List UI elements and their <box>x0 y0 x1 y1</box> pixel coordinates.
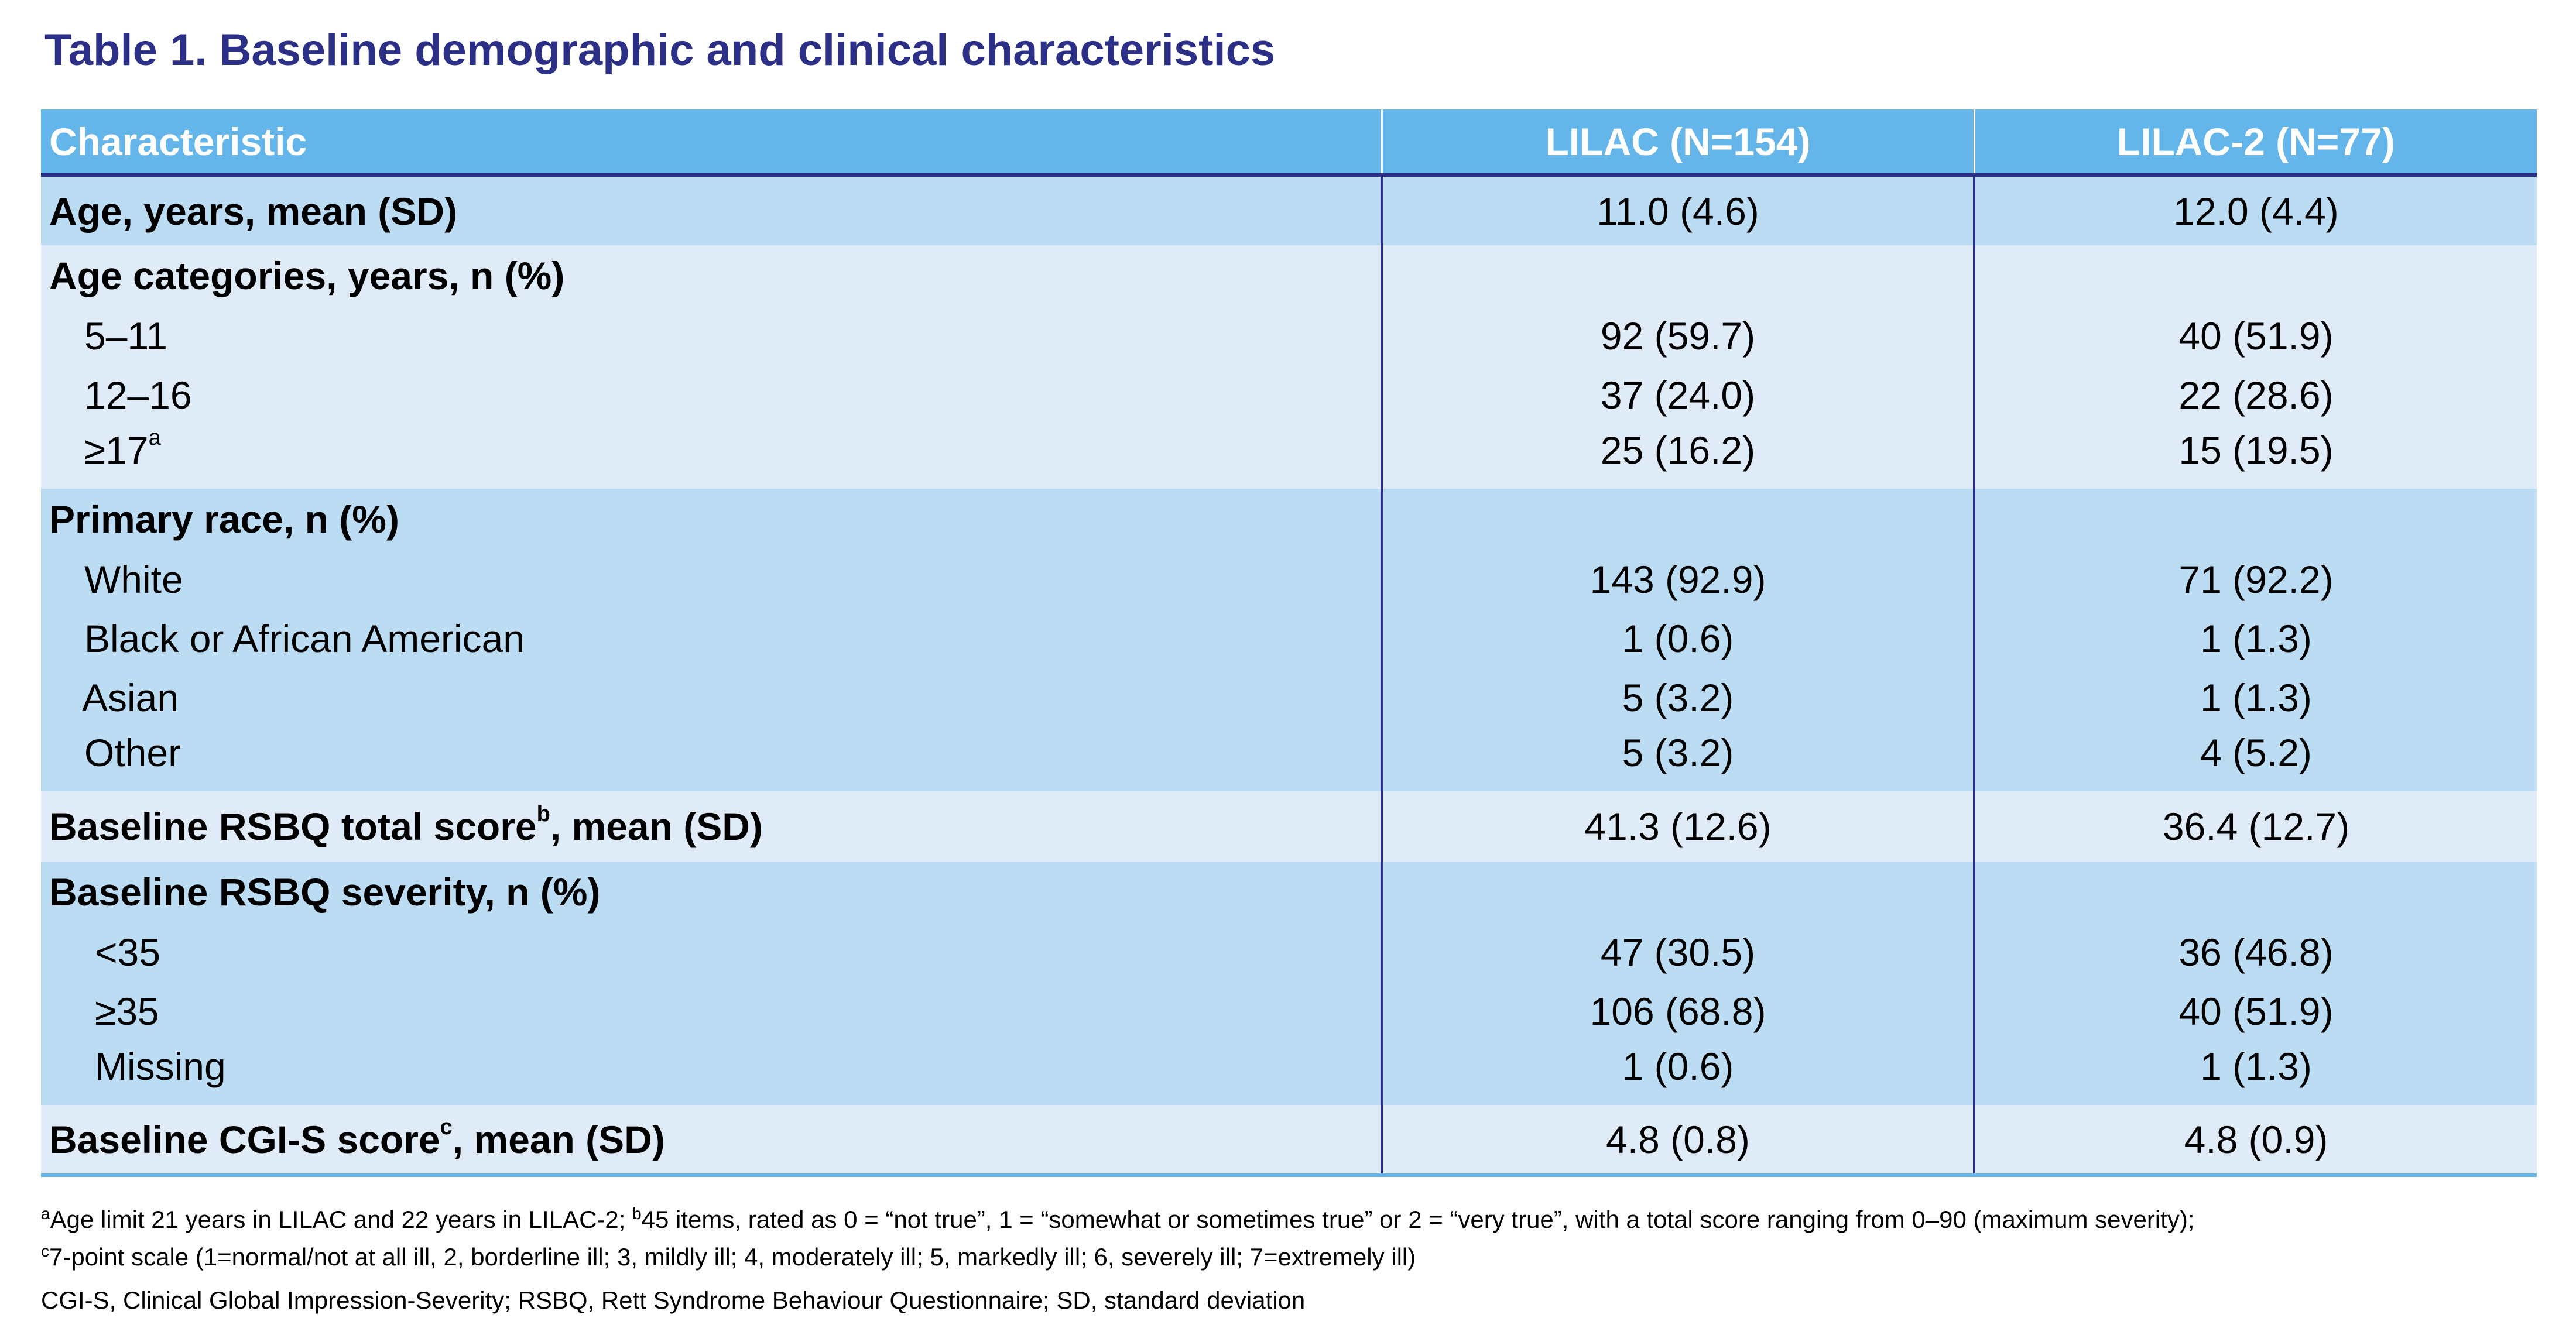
footnote-marker: b <box>536 802 550 826</box>
cell-lilac-2: 4 (5.2) <box>1973 727 2537 791</box>
footnote-line-1: aAge limit 21 years in LILAC and 22 year… <box>41 1204 2195 1233</box>
row-label-age-categories: Age categories, years, n (%) <box>49 254 565 297</box>
cell-lilac-2: 1 (1.3) <box>1973 668 2537 727</box>
row-label-age-mean: Age, years, mean (SD) <box>49 189 457 233</box>
cell-lilac: 143 (92.9) <box>1381 550 1974 609</box>
table-row: <35 47 (30.5) 36 (46.8) <box>41 922 2537 981</box>
table-row: 12–16 37 (24.0) 22 (28.6) <box>41 365 2537 424</box>
table-header: Characteristic LILAC (N=154) LILAC-2 (N=… <box>41 109 2537 175</box>
table-row: ≥35 106 (68.8) 40 (51.9) <box>41 981 2537 1041</box>
row-label: Missing <box>95 1045 226 1088</box>
table-title: Table 1. Baseline demographic and clinic… <box>44 25 1276 75</box>
cell-lilac-2: 12.0 (4.4) <box>1973 175 2537 245</box>
cell-lilac-2: 36 (46.8) <box>1973 922 2537 981</box>
cell-lilac: 5 (3.2) <box>1381 668 1974 727</box>
cell-lilac: 25 (16.2) <box>1381 424 1974 489</box>
row-label-cgis: Baseline CGI-S scorec, mean (SD) <box>49 1114 665 1161</box>
cell-lilac: 11.0 (4.6) <box>1381 175 1974 245</box>
row-label: <35 <box>95 930 160 974</box>
cell-lilac-2: 36.4 (12.7) <box>1973 791 2537 862</box>
cell-lilac: 1 (0.6) <box>1381 1041 1974 1105</box>
cell-lilac-2: 22 (28.6) <box>1973 365 2537 424</box>
cell-lilac-2: 1 (1.3) <box>1973 609 2537 668</box>
table-row: Baseline RSBQ total scoreb, mean (SD) 41… <box>41 791 2537 862</box>
cell-lilac: 92 (59.7) <box>1381 306 1974 365</box>
row-label: Asian <box>82 675 179 719</box>
table-row: Other 5 (3.2) 4 (5.2) <box>41 727 2537 791</box>
row-label: 12–16 <box>84 373 192 417</box>
cell-lilac-2: 1 (1.3) <box>1973 1041 2537 1105</box>
cell-lilac-2: 71 (92.2) <box>1973 550 2537 609</box>
cell-lilac: 5 (3.2) <box>1381 727 1974 791</box>
row-label-primary-race: Primary race, n (%) <box>49 497 399 541</box>
footnote-marker: c <box>440 1114 453 1140</box>
table-row: Primary race, n (%) <box>41 489 2537 550</box>
cell-lilac: 4.8 (0.8) <box>1381 1105 1974 1175</box>
table-row: Age categories, years, n (%) <box>41 245 2537 306</box>
row-label: 5–11 <box>84 314 167 358</box>
row-label-rsbq-severity: Baseline RSBQ severity, n (%) <box>49 870 601 914</box>
cell-lilac: 47 (30.5) <box>1381 922 1974 981</box>
table-row: White 143 (92.9) 71 (92.2) <box>41 550 2537 609</box>
cell-lilac-2: 15 (19.5) <box>1973 424 2537 489</box>
table-row: Baseline RSBQ severity, n (%) <box>41 862 2537 922</box>
table-row: Asian 5 (3.2) 1 (1.3) <box>41 668 2537 727</box>
table-row: ≥17a 25 (16.2) 15 (19.5) <box>41 424 2537 489</box>
cell-lilac: 106 (68.8) <box>1381 981 1974 1041</box>
cell-lilac-2: 4.8 (0.9) <box>1973 1105 2537 1175</box>
characteristics-table: Characteristic LILAC (N=154) LILAC-2 (N=… <box>41 109 2537 1177</box>
table-row: Age, years, mean (SD) 11.0 (4.6) 12.0 (4… <box>41 175 2537 245</box>
cell-lilac: 37 (24.0) <box>1381 365 1974 424</box>
row-label-rsbq-total: Baseline RSBQ total scoreb, mean (SD) <box>49 802 763 848</box>
table-row: Black or African American 1 (0.6) 1 (1.3… <box>41 609 2537 668</box>
cell-lilac-2: 40 (51.9) <box>1973 306 2537 365</box>
cell-lilac: 1 (0.6) <box>1381 609 1974 668</box>
footnote-line-2: c7-point scale (1=normal/not at all ill,… <box>41 1242 1416 1271</box>
abbreviations-note: CGI-S, Clinical Global Impression-Severi… <box>41 1286 1306 1314</box>
cell-lilac: 41.3 (12.6) <box>1381 791 1974 862</box>
header-lilac: LILAC (N=154) <box>1381 109 1974 175</box>
row-label: ≥35 <box>95 989 159 1033</box>
footnote-marker: a <box>148 425 161 450</box>
row-label: ≥17a <box>84 425 161 472</box>
header-characteristic: Characteristic <box>49 119 307 163</box>
cell-lilac-2: 40 (51.9) <box>1973 981 2537 1041</box>
table-row: Baseline CGI-S scorec, mean (SD) 4.8 (0.… <box>41 1105 2537 1175</box>
header-lilac-2: LILAC-2 (N=77) <box>1973 109 2537 175</box>
row-label: Other <box>84 731 181 774</box>
row-label: Black or African American <box>84 616 525 660</box>
row-label: White <box>84 557 183 601</box>
table-row: 5–11 92 (59.7) 40 (51.9) <box>41 306 2537 365</box>
table-row: Missing 1 (0.6) 1 (1.3) <box>41 1041 2537 1105</box>
